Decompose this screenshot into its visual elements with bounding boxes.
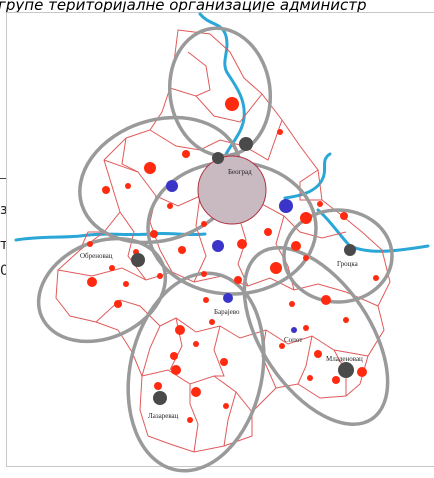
ring-northwest bbox=[78, 115, 242, 245]
dark-settlement-dots bbox=[131, 137, 356, 405]
label-grocka: Гроцка bbox=[337, 260, 359, 268]
label-beograd: Београд bbox=[228, 168, 252, 176]
belgrade-center-circle bbox=[197, 155, 267, 225]
ring-south bbox=[126, 271, 266, 473]
river-danube-north bbox=[198, 12, 246, 166]
ring-west bbox=[36, 236, 168, 344]
cluster-rings bbox=[36, 26, 394, 473]
municipal-boundaries bbox=[55, 29, 391, 453]
label-sopot: Сопот bbox=[284, 336, 302, 344]
ring-north bbox=[167, 26, 273, 158]
label-lazarevac: Лазаревац bbox=[148, 412, 179, 420]
label-mladenovac: Младеновац bbox=[326, 355, 363, 363]
text-fragment-1: з bbox=[0, 202, 8, 218]
ring-east bbox=[282, 208, 394, 304]
map-frame bbox=[6, 12, 434, 467]
blue-settlement-dots bbox=[166, 180, 297, 333]
label-obrenovac: Обреновац bbox=[80, 252, 113, 260]
label-barajevo: Барајево bbox=[214, 308, 240, 316]
figure-caption: групе територијалне организације админис… bbox=[0, 0, 367, 14]
ring-southeast bbox=[242, 246, 390, 426]
place-labels: Београд Обреновац Гроцка Барајево Сопот … bbox=[80, 168, 363, 420]
river-danube-east bbox=[283, 152, 430, 253]
caption-dash bbox=[0, 178, 8, 179]
red-settlement-dots bbox=[87, 97, 379, 423]
